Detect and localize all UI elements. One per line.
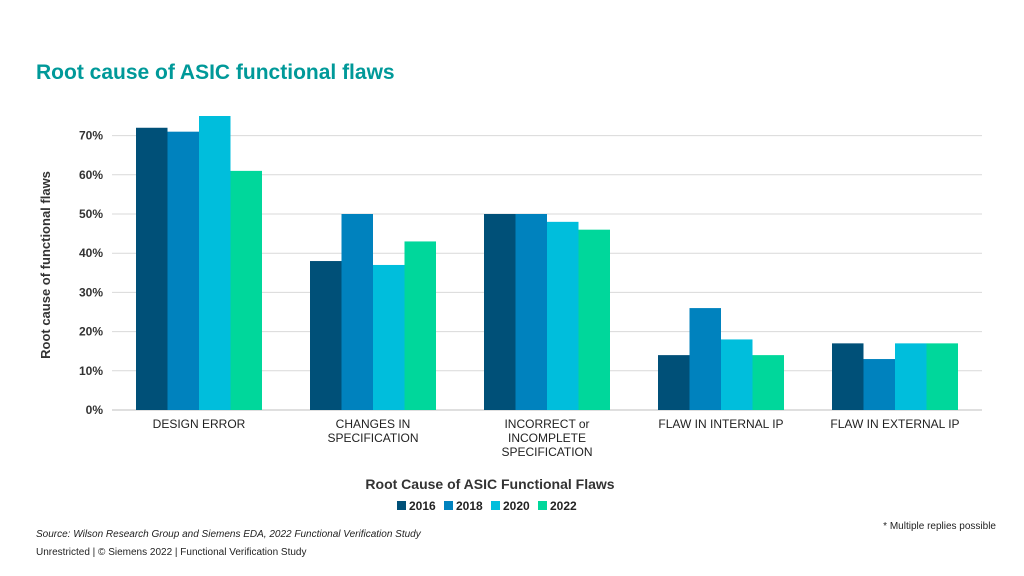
bar-2016	[832, 343, 864, 410]
y-tick-label: 30%	[79, 285, 103, 299]
y-tick-label: 20%	[79, 325, 103, 339]
source-note: Source: Wilson Research Group and Siemen…	[36, 529, 421, 540]
x-tick-label: FLAW IN INTERNAL IP	[658, 417, 783, 431]
legend-swatch-2018	[444, 501, 453, 510]
x-axis-label: Root Cause of ASIC Functional Flaws	[365, 476, 614, 492]
bar-2016	[136, 127, 168, 410]
bar-2016	[658, 355, 690, 410]
bar-2020	[373, 264, 405, 410]
x-tick-label: DESIGN ERROR	[153, 417, 246, 431]
y-tick-label: 0%	[86, 403, 104, 417]
bar-2018	[167, 131, 199, 410]
x-tick-label: FLAW IN EXTERNAL IP	[830, 417, 959, 431]
bar-2020	[199, 116, 231, 410]
y-tick-label: 50%	[79, 207, 103, 221]
y-tick-label: 60%	[79, 168, 103, 182]
legend-swatch-2020	[491, 501, 500, 510]
x-tick-label: INCORRECT or	[504, 417, 589, 431]
y-tick-label: 70%	[79, 129, 103, 143]
bar-2020	[721, 339, 753, 410]
x-tick-label: SPECIFICATION	[327, 431, 418, 445]
chart-title: Root cause of ASIC functional flaws	[36, 61, 395, 84]
bar-2018	[689, 308, 721, 410]
x-tick-label: CHANGES IN	[336, 417, 411, 431]
bar-2016	[310, 261, 342, 410]
bar-2020	[895, 343, 927, 410]
legend-label-2020: 2020	[503, 499, 530, 513]
bar-2022	[752, 355, 784, 410]
bar-2018	[341, 214, 373, 410]
legend-label-2018: 2018	[456, 499, 483, 513]
legend-swatch-2016	[397, 501, 406, 510]
y-tick-label: 10%	[79, 364, 103, 378]
bar-2022	[578, 229, 610, 410]
bar-2022	[230, 170, 262, 410]
bar-2018	[515, 214, 547, 410]
legend-label-2016: 2016	[409, 499, 436, 513]
x-tick-label: SPECIFICATION	[501, 445, 592, 459]
bar-2016	[484, 214, 516, 410]
footnote: * Multiple replies possible	[883, 521, 996, 532]
footer: Unrestricted | © Siemens 2022 | Function…	[36, 547, 307, 558]
legend-label-2022: 2022	[550, 499, 577, 513]
x-tick-label: INCOMPLETE	[508, 431, 586, 445]
bar-2020	[547, 221, 579, 410]
y-axis-label: Root cause of functional flaws	[38, 171, 53, 359]
legend-swatch-2022	[538, 501, 547, 510]
y-tick-label: 40%	[79, 246, 103, 260]
bar-2022	[404, 241, 436, 410]
bar-2018	[863, 359, 895, 410]
bar-2022	[926, 343, 958, 410]
